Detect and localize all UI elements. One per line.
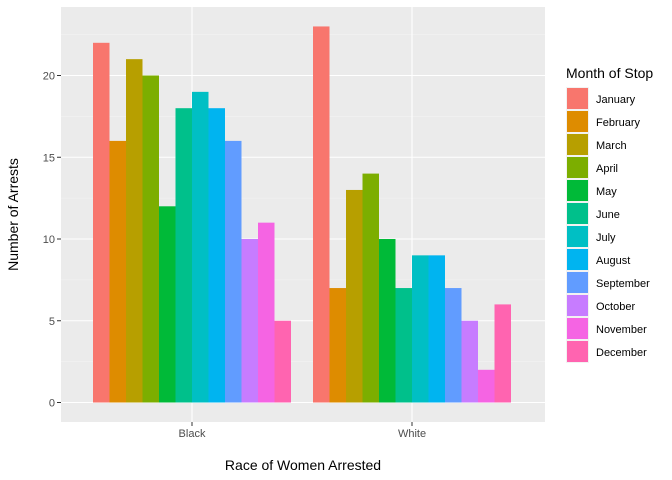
bar-black-july	[192, 91, 209, 403]
legend-items: January February March April May June July Augu…	[566, 87, 650, 363]
legend-swatch	[567, 318, 588, 339]
bar-white-may	[379, 239, 396, 403]
bar-black-december	[274, 320, 291, 403]
y-tick-label: 20	[43, 71, 55, 83]
x-axis-title: Race of Women Arrested	[225, 457, 381, 473]
legend-swatch	[567, 249, 588, 270]
bar-black-june	[175, 108, 192, 403]
legend: Month of Stop January February March April M…	[566, 65, 653, 363]
y-tick-label: 15	[43, 152, 55, 164]
legend-label: April	[596, 163, 618, 175]
x-tick-label: White	[398, 428, 426, 440]
legend-label: November	[596, 324, 647, 336]
legend-label: July	[596, 232, 616, 244]
legend-swatch	[567, 180, 588, 201]
bar-black-september	[225, 140, 242, 403]
bar-black-may	[159, 206, 176, 403]
bar-white-january	[313, 26, 330, 403]
y-axis-title: Number of Arrests	[5, 158, 21, 271]
bar-white-july	[412, 255, 429, 403]
legend-swatch	[567, 203, 588, 224]
legend-label: December	[596, 347, 647, 359]
y-tick-label: 0	[49, 398, 55, 410]
legend-label: March	[596, 140, 627, 152]
bar-black-april	[142, 75, 159, 403]
bar-white-november	[478, 369, 495, 403]
legend-swatch	[567, 157, 588, 178]
legend-label: May	[596, 186, 617, 198]
legend-label: January	[596, 94, 636, 106]
legend-title: Month of Stop	[566, 65, 653, 81]
bar-white-september	[445, 288, 462, 403]
legend-swatch	[567, 272, 588, 293]
x-tick-label: Black	[179, 428, 206, 440]
bar-black-january	[93, 42, 110, 403]
legend-label: October	[596, 301, 635, 313]
y-tick-label: 5	[49, 316, 55, 328]
legend-swatch	[567, 111, 588, 132]
bar-black-october	[241, 239, 258, 403]
legend-label: June	[596, 209, 620, 221]
legend-label: August	[596, 255, 630, 267]
bars-group	[93, 26, 511, 403]
legend-swatch	[567, 88, 588, 109]
legend-swatch	[567, 226, 588, 247]
bar-white-august	[428, 255, 445, 403]
legend-swatch	[567, 341, 588, 362]
bar-white-december	[494, 304, 511, 403]
x-axis: Black White	[179, 422, 426, 440]
legend-label: September	[596, 278, 650, 290]
bar-black-november	[258, 222, 275, 403]
bar-black-march	[126, 59, 143, 403]
bar-white-april	[362, 173, 379, 403]
bar-black-august	[208, 108, 225, 403]
y-axis: 0 5 10 15 20	[43, 71, 61, 410]
legend-swatch	[567, 295, 588, 316]
bar-white-march	[346, 189, 363, 403]
bar-white-october	[461, 320, 478, 403]
legend-swatch	[567, 134, 588, 155]
bar-black-february	[109, 140, 126, 403]
bar-white-june	[395, 288, 412, 403]
legend-label: February	[596, 117, 641, 129]
y-tick-label: 10	[43, 234, 55, 246]
bar-white-february	[329, 288, 346, 403]
